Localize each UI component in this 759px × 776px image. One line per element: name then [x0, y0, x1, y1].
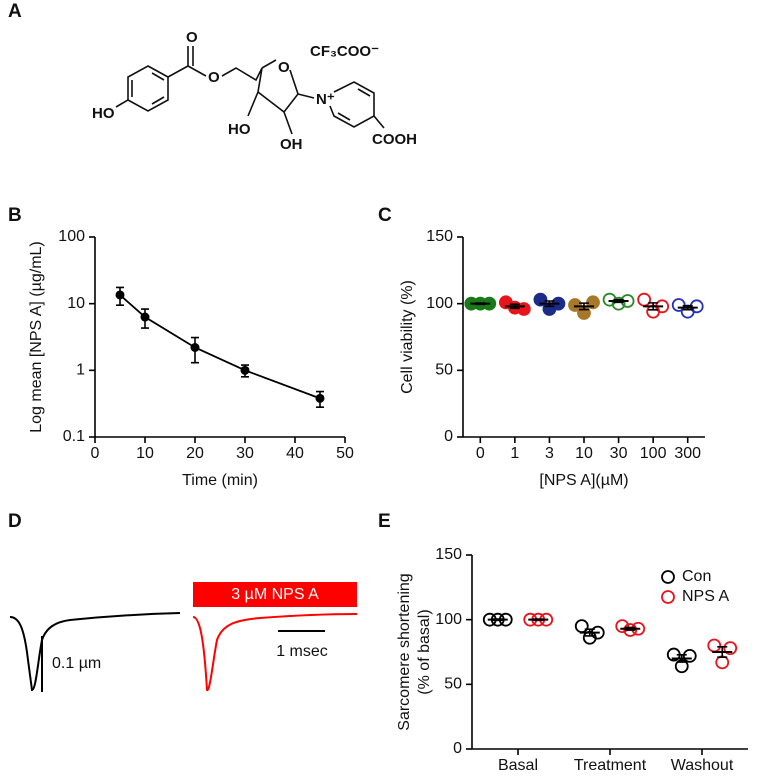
y-tick-label: 100	[426, 295, 453, 312]
atom-label: COOH	[372, 131, 417, 148]
point	[682, 648, 697, 663]
x-tick-label: Washout	[671, 757, 734, 774]
point	[637, 292, 652, 307]
treatment-label: 3 µM NPS A	[231, 586, 319, 603]
y-tick-label: 100	[435, 611, 462, 628]
panel-label: B	[8, 205, 22, 226]
structure: O O O HO HO OH N⁺ COOH CF₃COO⁻	[92, 29, 417, 153]
x-tick-label: 30	[610, 445, 628, 462]
x-tick-label: 0	[476, 445, 485, 462]
scale-label: 1 msec	[276, 643, 328, 660]
x-tick-label: 40	[286, 445, 304, 462]
x-axis-label: [NPS A](µM)	[539, 472, 628, 489]
point	[574, 619, 589, 634]
y-tick-label: 150	[435, 546, 462, 563]
x-tick-label: 3	[545, 445, 554, 462]
y-tick-label: 100	[58, 228, 85, 245]
error-bar	[613, 298, 624, 304]
x-tick-label: 20	[186, 445, 204, 462]
error-bar	[682, 304, 693, 311]
legend-marker	[661, 570, 675, 584]
bond	[127, 65, 169, 112]
point	[715, 655, 730, 670]
point	[707, 638, 722, 653]
x-tick-label: 30	[236, 445, 254, 462]
bond	[115, 46, 315, 135]
error-bar	[648, 302, 659, 311]
y-axis-label: (% of basal)	[416, 609, 433, 694]
atom-label: O	[186, 29, 198, 46]
panel-label: D	[8, 511, 22, 532]
y-tick-label: 10	[67, 295, 85, 312]
point	[190, 343, 200, 353]
error-bar	[579, 302, 589, 311]
atom-label: N⁺	[316, 91, 335, 108]
atom-label: O	[208, 69, 220, 86]
legend-marker	[661, 590, 675, 604]
y-tick-label: 1	[76, 362, 85, 379]
x-tick-label: 50	[336, 445, 354, 462]
x-tick-label: 0	[91, 445, 100, 462]
panel-label: E	[378, 511, 391, 532]
y-tick-label: 50	[444, 676, 462, 693]
error-bar	[509, 303, 520, 310]
legend-label: NPS A	[682, 588, 729, 605]
point	[615, 619, 630, 634]
x-axis-label: Time (min)	[182, 472, 258, 489]
y-axis-label: Sarcomere shortening	[396, 573, 413, 730]
atom-label: OH	[280, 136, 303, 153]
y-tick-label: 50	[435, 362, 453, 379]
error-bar	[584, 628, 595, 637]
x-tick-label: 1	[510, 445, 519, 462]
atom-label: O	[278, 59, 290, 76]
error-bar	[475, 302, 486, 306]
x-tick-label: 10	[575, 445, 593, 462]
point	[568, 298, 582, 312]
error-bar	[717, 646, 728, 658]
x-tick-label: 10	[136, 445, 154, 462]
x-tick-label: Treatment	[574, 757, 647, 774]
atom-label: HO	[92, 105, 115, 122]
y-axis-label: Cell viability (%)	[399, 280, 416, 394]
traces: 0.1 µm 3 µM NPS A 1 msec	[9, 582, 358, 692]
trace-control	[9, 612, 181, 692]
y-tick-label: 0	[453, 740, 462, 757]
y-tick-label: 150	[426, 228, 453, 245]
atom-label: HO	[228, 121, 251, 138]
error-bar	[492, 618, 503, 622]
point	[723, 641, 738, 656]
y-tick-label: 0	[444, 428, 453, 445]
error-bar	[625, 626, 636, 631]
panel-label: C	[378, 205, 392, 226]
error-bar	[676, 654, 687, 663]
atom-label: CF₃COO⁻	[310, 43, 379, 60]
x-tick-label: 300	[674, 445, 701, 462]
y-tick-label: 0.1	[63, 428, 85, 445]
legend-label: Con	[682, 568, 711, 585]
point	[623, 623, 638, 637]
bond	[329, 81, 385, 129]
error-bar	[533, 618, 544, 622]
y-axis-label: Log mean [NPS A] (µg/mL)	[28, 241, 45, 433]
x-tick-label: Basal	[498, 757, 538, 774]
scale-label: 0.1 µm	[52, 655, 101, 672]
panel-label: A	[8, 1, 22, 22]
error-bar	[544, 300, 555, 308]
x-tick-label: 100	[640, 445, 667, 462]
point	[115, 290, 125, 300]
point	[240, 365, 250, 375]
point	[140, 312, 150, 322]
point	[315, 393, 325, 403]
treatment-bar	[193, 582, 357, 607]
point	[611, 296, 626, 311]
trace-treated	[192, 613, 358, 692]
line	[119, 294, 321, 400]
